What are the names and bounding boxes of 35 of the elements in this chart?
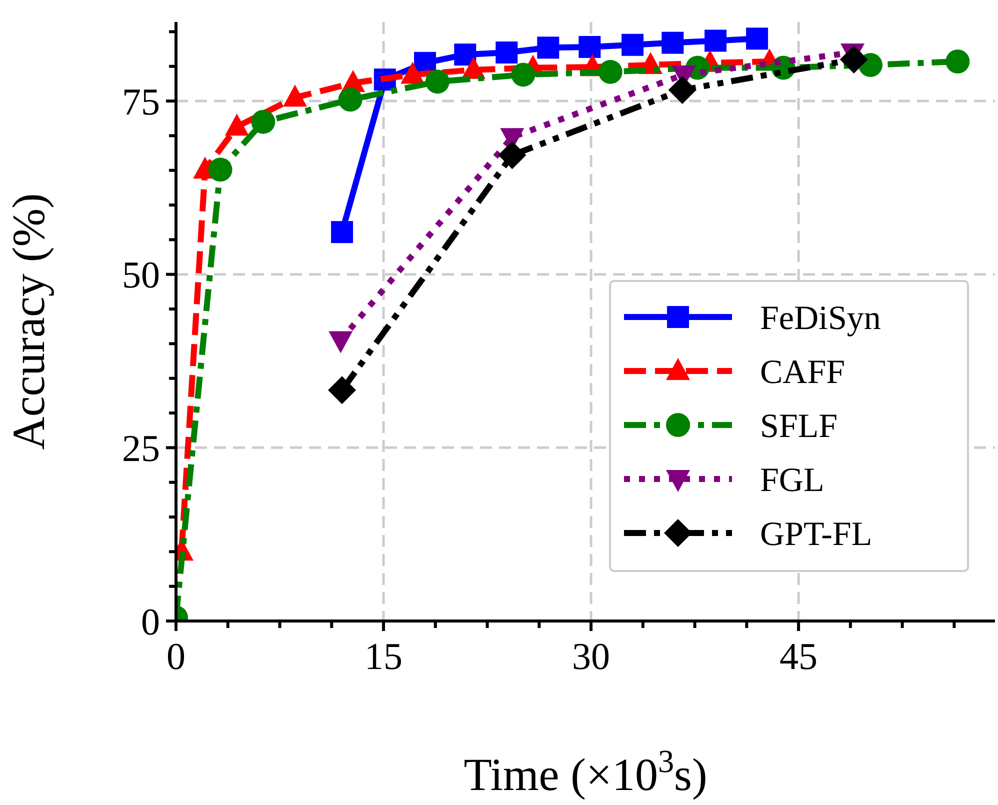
legend-label: FGL xyxy=(760,462,824,499)
point xyxy=(622,34,644,56)
x-tick-label: 0 xyxy=(166,636,186,678)
point xyxy=(840,45,868,74)
point xyxy=(578,36,601,58)
y-axis-title: Accuracy (%) xyxy=(3,193,54,450)
point xyxy=(454,44,476,66)
point xyxy=(496,42,518,64)
legend-label: GPT-FL xyxy=(760,516,872,553)
x-tick-label: 30 xyxy=(572,636,610,678)
point xyxy=(511,62,536,87)
point xyxy=(328,376,356,404)
y-tick-label: 75 xyxy=(122,81,160,124)
y-tick-label: 25 xyxy=(122,428,160,470)
legend-label: SFLF xyxy=(760,408,838,445)
point xyxy=(251,110,276,134)
point xyxy=(498,141,526,170)
x-tick-label: 15 xyxy=(364,636,403,678)
x-axis-title: Time (×10$^{3}$s) xyxy=(464,743,708,800)
point xyxy=(425,70,450,94)
point xyxy=(537,36,560,59)
point xyxy=(746,28,768,50)
legend-label: CAFF xyxy=(760,354,846,391)
point xyxy=(668,76,696,104)
legend-label: FeDiSyn xyxy=(760,300,881,337)
point xyxy=(946,50,970,74)
point xyxy=(331,221,354,244)
point xyxy=(208,158,232,182)
point xyxy=(598,60,622,84)
point xyxy=(704,30,727,52)
x-tick-label: 45 xyxy=(780,636,818,678)
point xyxy=(338,88,362,112)
y-tick-label: 50 xyxy=(122,254,160,297)
y-tick-label: 0 xyxy=(141,601,160,644)
point xyxy=(662,32,684,54)
